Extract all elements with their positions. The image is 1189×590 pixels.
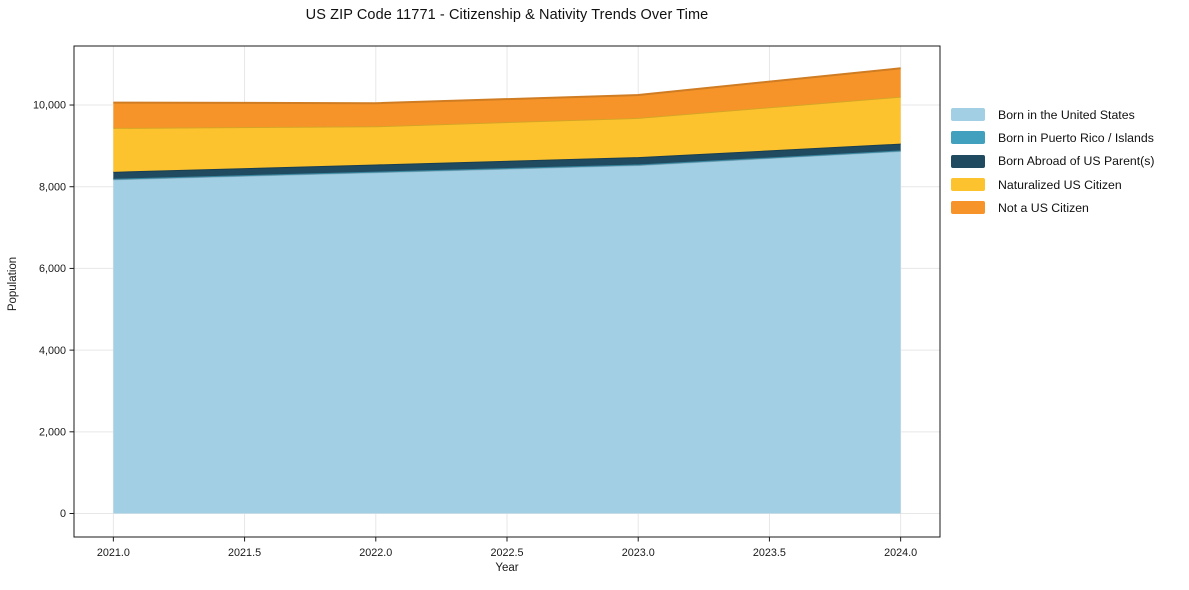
- legend-swatch: [951, 201, 985, 215]
- area-series-0: [113, 150, 901, 514]
- x-tick-label: 2022.5: [490, 547, 523, 559]
- legend-label: Born Abroad of US Parent(s): [998, 154, 1155, 169]
- y-tick-label: 6,000: [39, 263, 66, 275]
- x-tick-label: 2023.5: [753, 547, 786, 559]
- x-axis-label: Year: [495, 562, 519, 574]
- legend-label: Born in the United States: [998, 107, 1135, 122]
- legend-label: Not a US Citizen: [998, 200, 1089, 215]
- x-tick-label: 2024.0: [884, 547, 917, 559]
- legend-item-2: Born Abroad of US Parent(s): [951, 150, 1155, 173]
- x-tick-label: 2022.0: [359, 547, 392, 559]
- legend-swatch: [951, 108, 985, 122]
- legend-item-1: Born in Puerto Rico / Islands: [951, 126, 1155, 149]
- legend-item-3: Naturalized US Citizen: [951, 173, 1155, 196]
- legend-swatch: [951, 154, 985, 168]
- x-tick-label: 2021.0: [97, 547, 130, 559]
- x-tick-label: 2023.0: [622, 547, 655, 559]
- chart-title: US ZIP Code 11771 - Citizenship & Nativi…: [305, 7, 709, 23]
- y-tick-label: 10,000: [33, 100, 66, 112]
- y-tick-label: 8,000: [39, 181, 66, 193]
- legend-label: Born in Puerto Rico / Islands: [998, 130, 1154, 145]
- area-edge-4: [113, 67, 901, 105]
- legend-label: Naturalized US Citizen: [998, 177, 1122, 192]
- legend: Born in the United States Born in Puerto …: [951, 103, 1155, 219]
- legend-item-4: Not a US Citizen: [951, 196, 1155, 219]
- y-axis-label: Population: [7, 256, 19, 312]
- x-tick-label: 2021.5: [228, 547, 261, 559]
- legend-swatch: [951, 131, 985, 145]
- area-series-4: [113, 68, 901, 128]
- y-tick-label: 4,000: [39, 345, 66, 357]
- y-tick-label: 0: [60, 508, 66, 520]
- legend-swatch: [951, 178, 985, 192]
- legend-item-0: Born in the United States: [951, 103, 1155, 126]
- area-series-3: [113, 96, 901, 172]
- y-tick-label: 2,000: [39, 427, 66, 439]
